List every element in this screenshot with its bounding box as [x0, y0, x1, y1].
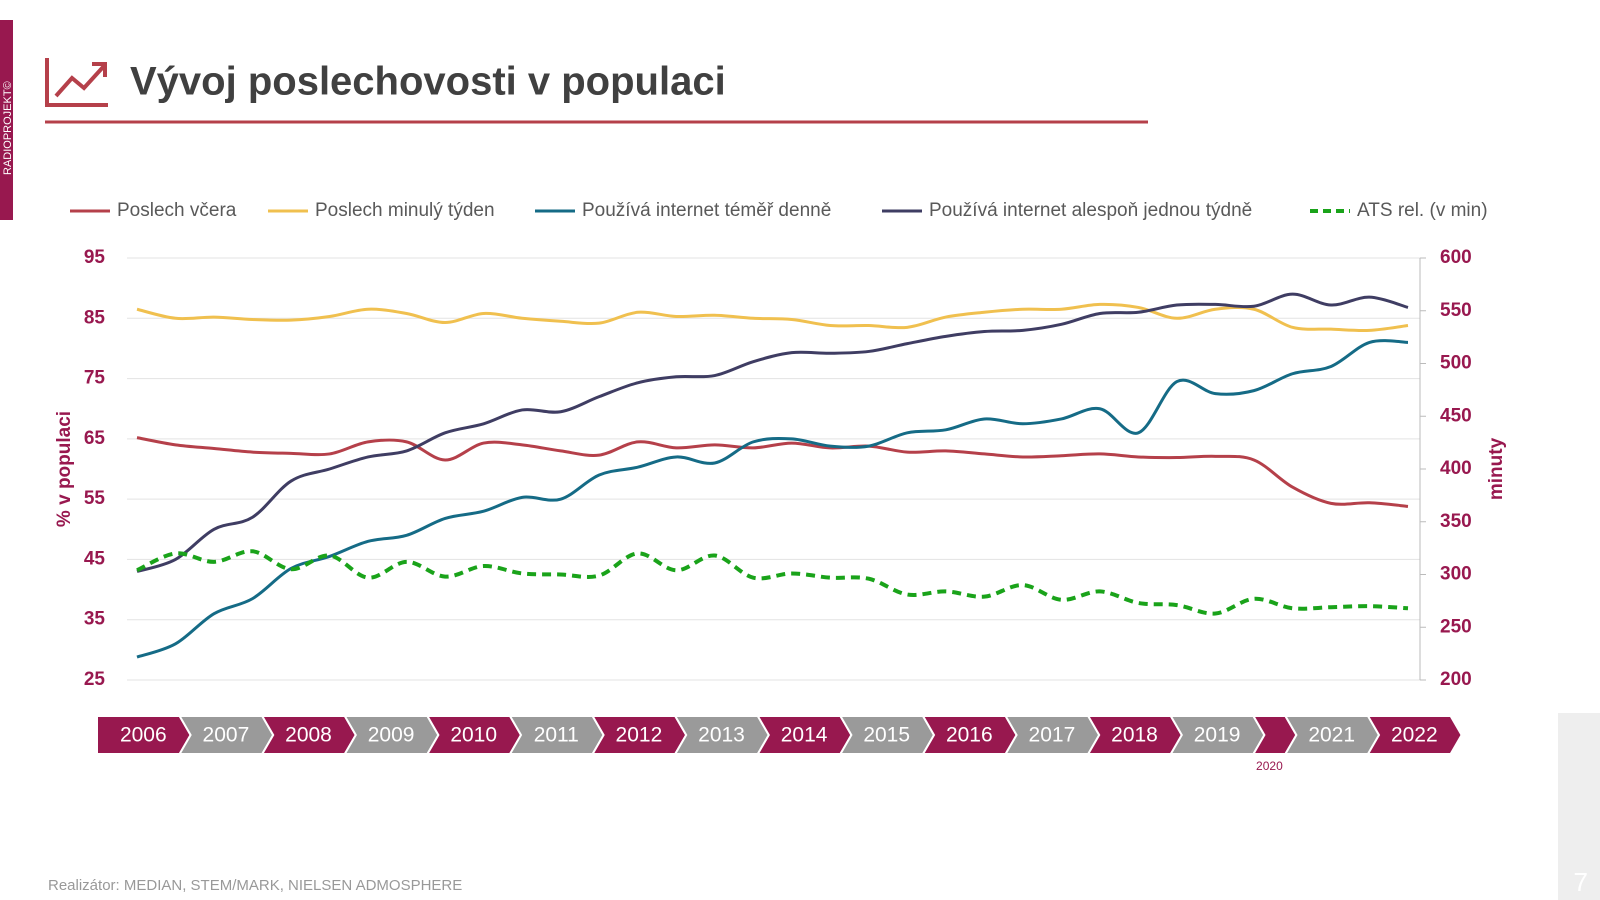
timeline-label: 2019	[1194, 724, 1241, 747]
chart: 25 35 45 55 65 75 85 95 200 250 300 350 400 450 500 550…	[54, 200, 1507, 773]
y2-axis-label: minuty	[1486, 437, 1507, 500]
timeline-note: 2020	[1256, 759, 1283, 773]
y2-tick-label: 450	[1440, 405, 1472, 426]
timeline-label: 2008	[285, 724, 332, 747]
legend-label: Poslech minulý týden	[315, 200, 495, 221]
timeline-label: 2011	[534, 724, 579, 747]
y2-tick-label: 550	[1440, 300, 1472, 321]
timeline-label: 2012	[616, 724, 663, 747]
legend-label: Používá internet téměř denně	[582, 200, 831, 221]
y-tick-label: 75	[84, 368, 106, 389]
timeline-label: 2022	[1391, 724, 1438, 747]
timeline-label: 2013	[698, 724, 745, 747]
y-tick-label: 95	[84, 247, 106, 268]
y2-tick-label: 300	[1440, 564, 1472, 585]
y-axis-label: % v populaci	[54, 411, 75, 527]
y-tick-label: 55	[84, 488, 106, 509]
legend-label: ATS rel. (v min)	[1357, 200, 1488, 221]
y2-tick-label: 250	[1440, 616, 1472, 637]
timeline-label: 2021	[1308, 724, 1355, 747]
series-line	[136, 302, 1409, 332]
series-line	[136, 436, 1409, 508]
y-tick-label: 25	[84, 669, 106, 690]
series-line	[136, 292, 1409, 573]
timeline-label: 2018	[1111, 724, 1158, 747]
timeline-label: 2014	[781, 724, 828, 747]
title: Vývoj poslechovosti v populaci	[130, 60, 726, 104]
series-line	[136, 549, 1409, 616]
legend-label: Poslech včera	[117, 200, 237, 221]
footer: Realizátor: MEDIAN, STEM/MARK, NIELSEN A…	[48, 877, 462, 894]
y-tick-label: 65	[84, 428, 106, 449]
y2-tick-label: 500	[1440, 353, 1472, 374]
timeline-label: 2016	[946, 724, 993, 747]
timeline-label: 2017	[1029, 724, 1076, 747]
y-tick-label: 85	[84, 307, 106, 328]
series-line	[136, 339, 1409, 659]
y-tick-label: 35	[84, 609, 106, 630]
title-icon	[45, 58, 108, 107]
timeline-label: 2010	[450, 724, 497, 747]
timeline-label: 2015	[863, 724, 910, 747]
y2-tick-label: 350	[1440, 511, 1472, 532]
y2-tick-label: 200	[1440, 669, 1472, 690]
timeline-label: 2009	[368, 724, 415, 747]
y2-tick-label: 400	[1440, 458, 1472, 479]
legend-label: Používá internet alespoň jednou týdně	[929, 200, 1252, 221]
y-tick-label: 45	[84, 548, 106, 569]
page-box	[1558, 713, 1600, 900]
page-number: 7	[1574, 867, 1588, 897]
timeline-chevron	[1366, 715, 1463, 755]
brand: RADIOPROJEKT©	[2, 81, 14, 175]
brand-bar	[0, 20, 13, 220]
timeline-label: 2006	[120, 724, 167, 747]
timeline-label: 2007	[203, 724, 250, 747]
y2-tick-label: 600	[1440, 247, 1472, 268]
